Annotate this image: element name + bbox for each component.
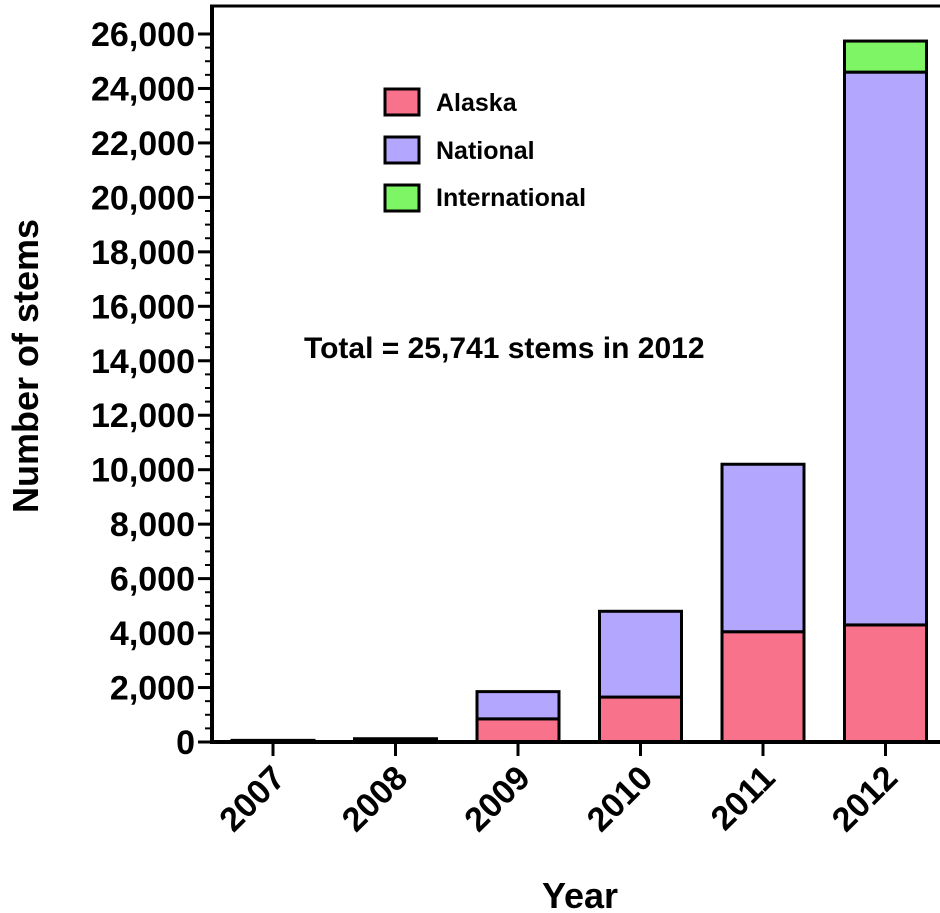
x-tick-label: 2007 <box>212 759 292 839</box>
y-tick-label: 22,000 <box>91 125 195 163</box>
bars <box>230 39 928 744</box>
legend: Alaska National International <box>383 87 586 213</box>
legend-label-international: International <box>436 184 586 212</box>
x-tick-label: 2011 <box>704 759 783 838</box>
y-tick-label: 10,000 <box>91 452 195 490</box>
y-tick-label: 6,000 <box>110 561 195 599</box>
y-tick-label: 8,000 <box>110 506 195 544</box>
chart-annotation: Total = 25,741 stems in 2012 <box>304 332 705 365</box>
bar-national-2012 <box>843 70 928 627</box>
y-tick-label: 16,000 <box>91 288 195 326</box>
bar-alaska-2009 <box>475 717 561 744</box>
x-tick-label: 2009 <box>457 759 537 839</box>
bar-national-2011 <box>720 462 806 634</box>
legend-label-alaska: Alaska <box>436 89 518 117</box>
bar-international-2012 <box>843 39 928 74</box>
x-tick-label: 2012 <box>825 759 905 839</box>
y-axis-ticks: 0 2,000 4,000 6,000 8,000 10,000 12,000 14,000 1… <box>91 16 212 762</box>
bar-alaska-2010 <box>598 695 683 744</box>
x-tick-label: 2010 <box>580 759 660 839</box>
y-tick-label: 14,000 <box>91 343 195 381</box>
bar-national-2009 <box>475 690 561 721</box>
y-tick-label: 12,000 <box>91 397 195 435</box>
bar-alaska-2012 <box>843 623 928 744</box>
y-axis-title: Number of stems <box>5 219 46 513</box>
x-tick-label: 2008 <box>335 759 415 839</box>
y-tick-label: 0 <box>176 724 195 762</box>
legend-swatch-international <box>383 183 421 213</box>
bar-alaska-2011 <box>720 630 806 744</box>
bar-national-2010 <box>598 609 683 699</box>
y-tick-label: 2,000 <box>110 670 195 708</box>
y-tick-label: 26,000 <box>91 16 195 54</box>
legend-swatch-alaska <box>383 87 421 117</box>
y-tick-label: 18,000 <box>91 234 195 272</box>
x-axis-title: Year <box>542 875 618 913</box>
y-tick-label: 4,000 <box>110 615 195 653</box>
legend-swatch-national <box>383 135 421 165</box>
x-axis-ticks: 2007 2008 2009 2010 2011 2012 <box>212 742 905 839</box>
y-tick-label: 24,000 <box>91 70 195 108</box>
y-tick-label: 20,000 <box>91 179 195 217</box>
legend-label-national: National <box>436 137 535 165</box>
